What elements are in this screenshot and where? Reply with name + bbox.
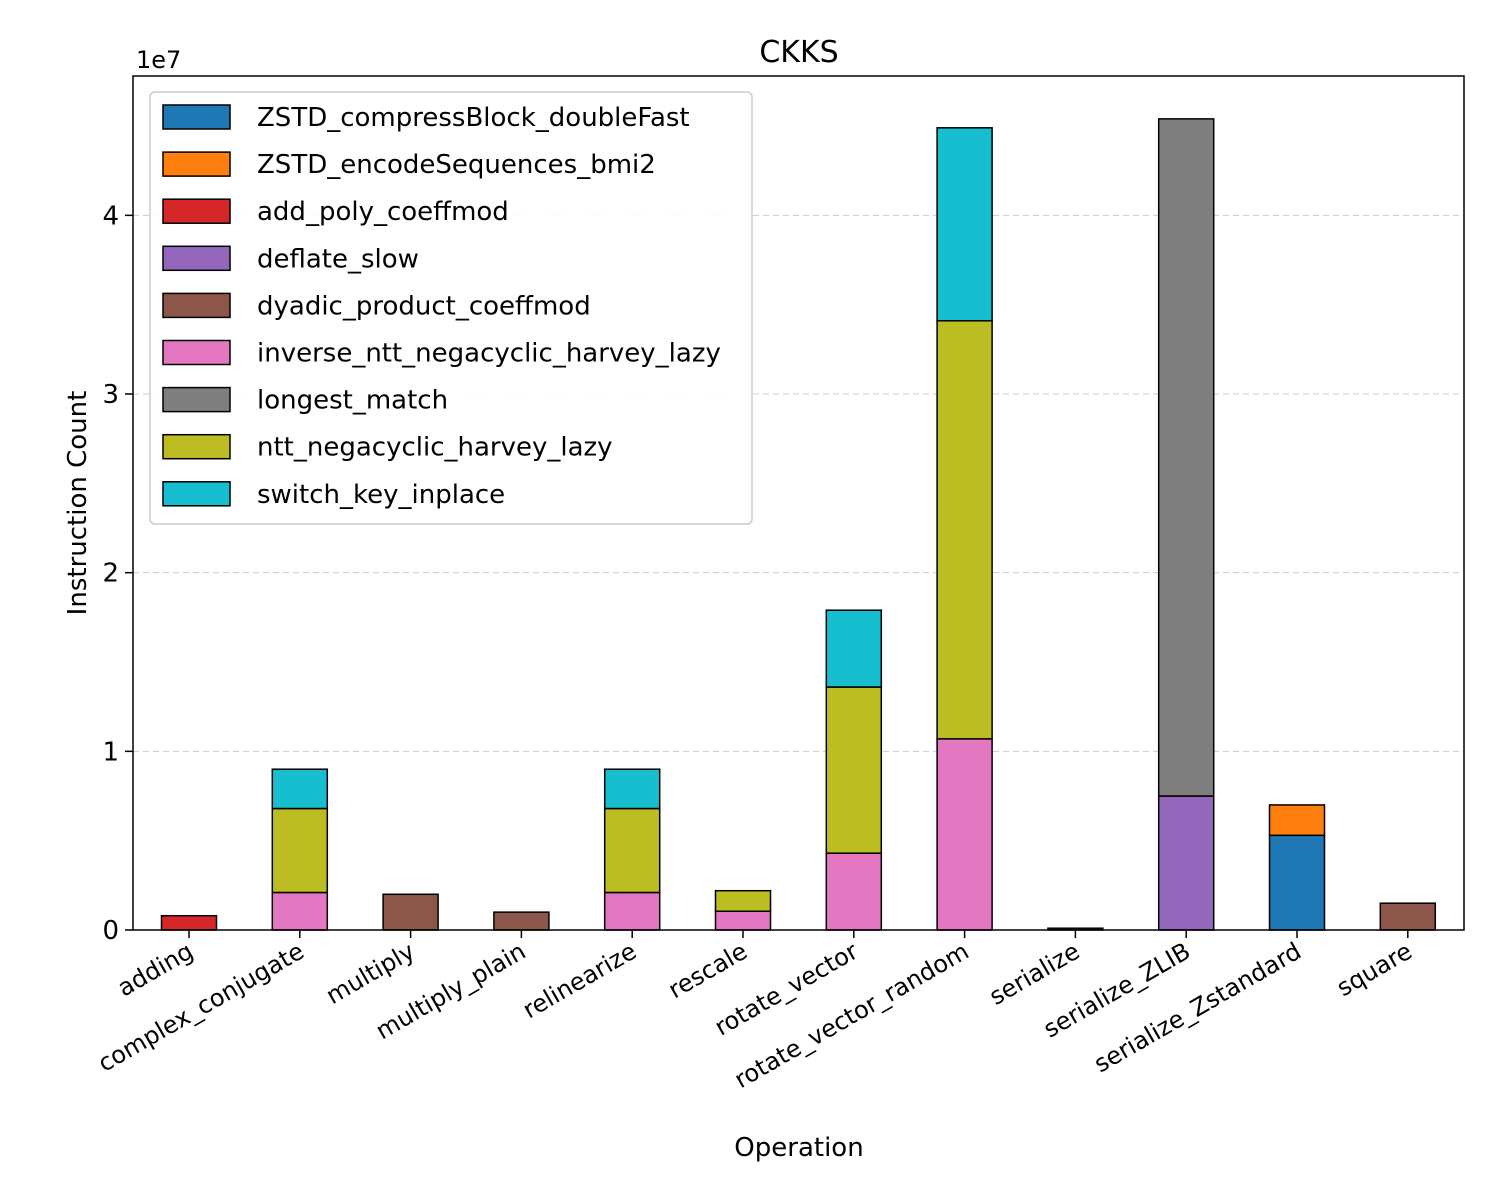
legend-label: dyadic_product_coeffmod [257,291,591,321]
legend-swatch [162,104,231,130]
legend-label: ntt_negacyclic_harvey_lazy [257,433,613,463]
legend-swatch [162,151,231,177]
x-tick-label: multiply [321,937,419,1010]
bar-segment [714,910,772,931]
y-tick-label: 0 [102,916,119,946]
legend-swatch [162,481,231,507]
bar-segment [825,609,883,688]
bar-segment [1268,804,1326,837]
bar-segment [603,768,661,810]
bar-segment [714,889,772,912]
legend-label: longest_match [257,386,448,416]
bar-segment [603,891,661,931]
bar-segment [1157,118,1215,797]
x-tick-label: rescale [664,937,752,1004]
legend: ZSTD_compressBlock_doubleFast ZSTD_encode… [149,91,753,525]
y-axis-ticks: 0 1 2 3 4 [102,201,133,946]
chart-title: CKKS [759,35,838,70]
legend-swatch [162,198,231,224]
bar-segment [1379,902,1437,931]
bar-segment [271,807,329,894]
bar-segment [825,852,883,931]
bar-segment [160,914,218,931]
legend-label: inverse_ntt_negacyclic_harvey_lazy [257,339,721,369]
legend-label: deflate_slow [257,244,419,274]
y-tick-label: 1 [102,737,119,767]
legend-box [149,91,753,525]
bar-segment [271,768,329,810]
y-tick-label: 3 [102,380,119,410]
legend-label: switch_key_inplace [257,480,505,510]
x-tick-label: square [1332,937,1417,1002]
legend-label: add_poly_coeffmod [257,197,509,227]
legend-swatch [162,339,231,366]
bar-segment [1157,795,1215,931]
legend-label: ZSTD_compressBlock_doubleFast [257,103,690,133]
bar-segment [382,893,439,931]
y-axis-label: Instruction Count [63,391,93,616]
x-axis-label: Operation [734,1133,863,1163]
bar-segment [493,911,550,931]
bar-segment [936,127,993,322]
bar-segment [936,320,993,740]
bars [160,118,1437,931]
x-tick-label: serialize [984,937,1084,1011]
y-offset-label: 1e7 [136,46,181,74]
legend-label: ZSTD_encodeSequences_bmi2 [257,150,656,180]
bar-segment [825,686,883,854]
bar-segment [1268,834,1326,931]
x-tick-label: serialize_Zstandard [1089,937,1306,1078]
x-tick-label: adding [113,937,198,1002]
bar-segment [271,891,329,931]
x-tick-label: relinearize [518,937,641,1024]
x-tick-label: complex_conjugate [93,937,309,1078]
y-tick-label: 2 [102,559,119,589]
legend-swatch [162,386,231,413]
bar-segment [603,807,661,894]
legend-swatch [162,433,231,460]
legend-swatch [162,292,231,319]
plot-frame [132,75,1465,931]
legend-swatch [162,245,231,272]
bar-segment [936,738,993,931]
y-tick-label: 4 [102,201,119,231]
